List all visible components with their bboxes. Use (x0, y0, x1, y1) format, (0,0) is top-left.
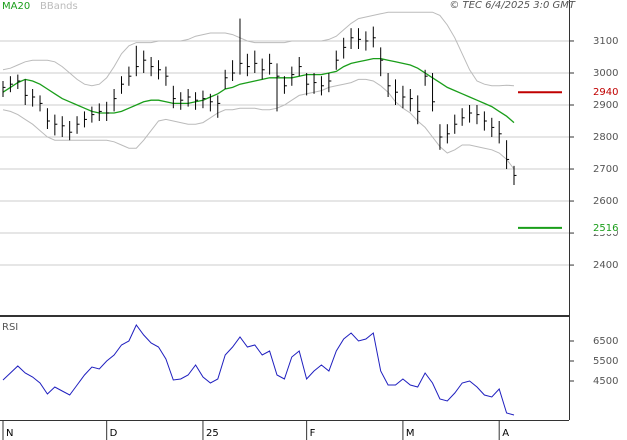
panel-title: RSI (2, 322, 18, 333)
x-tick-label: F (310, 428, 316, 439)
x-tick-label: 25 (206, 428, 219, 439)
y-tick-label: 4500 (593, 376, 618, 387)
y-tick-label: 2900 (593, 100, 618, 111)
x-tick-label: A (502, 428, 509, 439)
y-tick-label: 6500 (593, 336, 618, 347)
x-tick-label: D (110, 428, 118, 439)
y-tick-label: 2600 (593, 196, 618, 207)
x-tick-label: M (406, 428, 415, 439)
y-tick-label: 2800 (593, 132, 618, 143)
rsi-line (2, 324, 515, 416)
y-tick-label: 3100 (593, 36, 618, 47)
source: © TEC 6/4/2025 3:0 GMT (449, 0, 576, 11)
y-tick-label: 2400 (593, 260, 618, 271)
x-tick-label: N (6, 428, 13, 439)
level-label-bg (591, 221, 617, 234)
bband-lower (2, 78, 515, 170)
y-tick-label: 2700 (593, 164, 618, 175)
ma-line (2, 57, 515, 124)
level-label-bg (591, 86, 617, 99)
level-label: 2940 (593, 87, 618, 98)
legend-label: BBands (40, 1, 78, 12)
bband-upper (2, 11, 515, 87)
legend-label: MA20 (2, 1, 30, 12)
level-label: 2516 (593, 223, 618, 234)
y-tick-label: 5500 (593, 356, 618, 367)
y-tick-label: 3000 (593, 68, 618, 79)
